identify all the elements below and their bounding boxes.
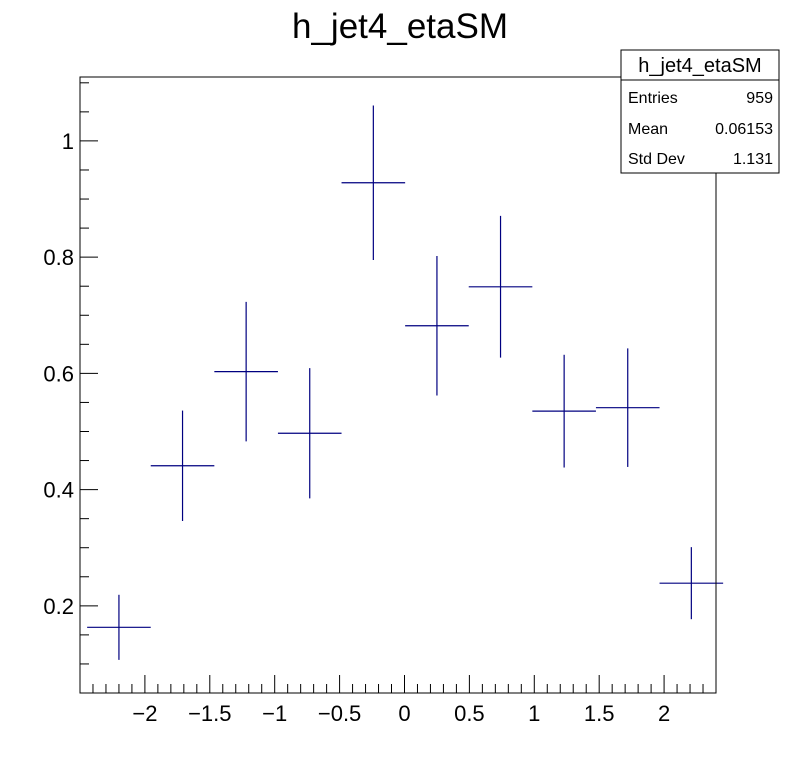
stats-mean-label: Mean	[628, 121, 668, 138]
y-tick-label: 0.2	[43, 594, 74, 619]
x-tick-label: −0.5	[318, 701, 361, 726]
data-point	[341, 105, 406, 261]
x-tick-label: 2	[658, 701, 670, 726]
data-point	[214, 301, 278, 442]
x-tick-label: 1.5	[584, 701, 615, 726]
data-point	[150, 410, 215, 521]
data-point	[405, 255, 469, 396]
y-tick-label: 1	[62, 129, 74, 154]
stats-stddev-label: Std Dev	[628, 151, 685, 168]
data-point	[659, 547, 724, 620]
x-tick-label: 0.5	[454, 701, 485, 726]
data-point	[532, 354, 596, 468]
x-tick-label: −2	[132, 701, 157, 726]
stats-stddev-value: 1.131	[733, 151, 773, 168]
axis-tick-labels: −2 −1.5 −1 −0.5 0 0.5 1 1.5 2 0.2 0.4 0.6 0.8 1	[43, 129, 670, 726]
x-tick-label: 1	[528, 701, 540, 726]
stats-entries-label: Entries	[628, 90, 678, 107]
data-point	[277, 368, 342, 499]
chart-title: h_jet4_etaSM	[292, 7, 508, 46]
stats-mean-value: 0.06153	[715, 121, 773, 138]
x-tick-label: 0	[398, 701, 410, 726]
x-tick-label: −1	[262, 701, 287, 726]
axis-ticks	[80, 82, 704, 693]
y-tick-label: 0.8	[43, 245, 74, 270]
y-tick-label: 0.4	[43, 478, 74, 503]
x-tick-label: −1.5	[188, 701, 231, 726]
data-point	[87, 594, 151, 660]
data-point	[595, 348, 660, 467]
stats-entries-value: 959	[746, 90, 773, 107]
stats-box-border	[620, 49, 780, 174]
y-tick-label: 0.6	[43, 361, 74, 386]
stats-box: h_jet4_etaSM Entries 959 Mean 0.06153 St…	[620, 49, 780, 174]
data-points	[87, 105, 724, 660]
data-point	[468, 215, 533, 358]
stats-box-title: h_jet4_etaSM	[638, 55, 761, 77]
plot-frame	[79, 76, 717, 694]
